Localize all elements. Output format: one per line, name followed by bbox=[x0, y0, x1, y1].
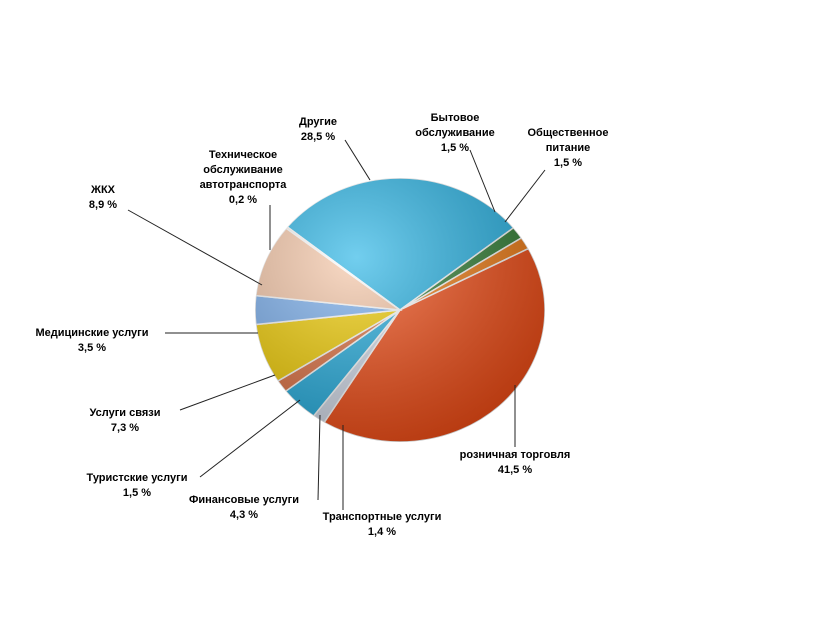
value-label: 1,4 % bbox=[368, 526, 396, 538]
leader-line bbox=[344, 139, 371, 181]
category-label: Общественное питание bbox=[528, 127, 609, 154]
value-label: 7,3 % bbox=[111, 422, 139, 434]
leader-line bbox=[199, 399, 301, 478]
leader-line bbox=[504, 169, 546, 223]
category-label: Другие bbox=[299, 116, 337, 128]
category-label: Услуги связи bbox=[89, 407, 160, 419]
category-label: Туристские услуги bbox=[87, 472, 188, 484]
labels: Другие 28,5 % Бытовое обслуживание 1,5 % Обще… bbox=[35, 112, 608, 538]
category-label: Транспортные услуги bbox=[323, 511, 442, 523]
leader-line bbox=[317, 414, 321, 501]
category-label: ЖКХ bbox=[90, 184, 116, 196]
leader-line bbox=[127, 209, 263, 286]
category-label: Медицинские услуги bbox=[35, 327, 148, 339]
value-label: 41,5 % bbox=[498, 464, 532, 476]
value-label: 0,2 % bbox=[229, 194, 257, 206]
value-label: 1,5 % bbox=[123, 487, 151, 499]
category-label: розничная торговля bbox=[460, 449, 571, 461]
value-label: 8,9 % bbox=[89, 199, 117, 211]
value-label: 1,5 % bbox=[441, 142, 469, 154]
value-label: 1,5 % bbox=[554, 157, 582, 169]
value-label: 4,3 % bbox=[230, 509, 258, 521]
category-label: Техническое обслуживание автотранспорта bbox=[200, 149, 288, 191]
leader-line bbox=[469, 149, 496, 213]
value-label: 3,5 % bbox=[78, 342, 106, 354]
leader-line bbox=[179, 374, 276, 411]
value-label: 28,5 % bbox=[301, 131, 335, 143]
category-label: Бытовое обслуживание bbox=[415, 112, 494, 139]
pie bbox=[254, 177, 546, 443]
category-label: Финансовые услуги bbox=[189, 494, 299, 506]
